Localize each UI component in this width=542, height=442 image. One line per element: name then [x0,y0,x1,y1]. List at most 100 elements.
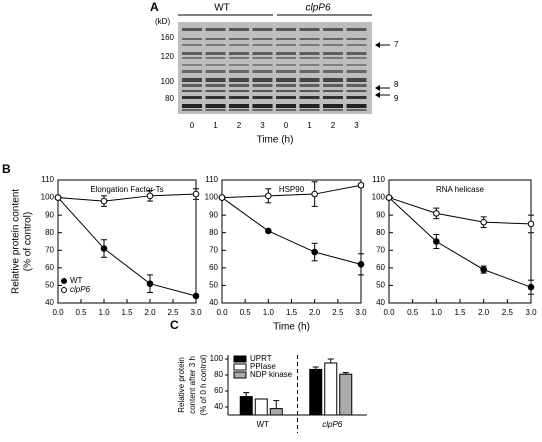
legend-marker [61,287,67,293]
bar [339,373,353,416]
x-tick-label: 2.0 [144,308,156,317]
legend-label: UPRT [250,354,272,363]
gel-band [252,70,273,73]
lane-label: 1 [213,121,218,130]
legend-swatch [233,355,247,363]
y-tick-label: 70 [376,245,385,254]
gel-band [205,109,226,111]
y-tick-label: 70 [45,245,54,254]
gel-band [205,44,226,46]
legend-swatch [233,371,247,379]
y-tick-label: 90 [209,210,218,219]
gel-band [346,104,367,108]
marker-label: 160 [161,33,175,42]
point [480,266,487,273]
gel-band [276,28,296,31]
gel-band [252,96,273,99]
axis-title: Time (h) [257,135,294,146]
series-line [57,193,197,202]
gel-band [252,84,273,87]
arrow-head [375,42,380,48]
gel-band [299,78,320,82]
gel-band [229,70,249,73]
y-tick-label: 60 [209,263,218,272]
gel-band [276,38,296,40]
gel-band [346,44,367,46]
gel-band [182,78,202,82]
gel-band [346,70,367,73]
gel-band [182,57,202,59]
gel-band [205,52,226,55]
gel-band [229,90,249,92]
gel-band [299,38,320,40]
y-tick-label: 80 [209,228,218,237]
gel-band [346,109,367,111]
legend-label: PPIase [250,362,276,371]
x-tick-label: 3.0 [525,308,537,317]
bar [324,362,338,416]
gel-band [182,96,202,99]
marker-label: 100 [161,77,175,86]
gel-band [229,96,249,99]
gel-band [276,84,296,87]
gel-band [299,64,320,66]
y-tick-label: 110 [372,175,385,184]
x-tick-label: clpP6 [322,420,343,429]
legend-swatch [233,363,247,371]
gel-band [346,96,367,99]
axis-title: Relative protein [177,357,186,413]
gel-band [346,84,367,87]
axis-title: Relative protein content [11,189,22,294]
gel-band [252,78,273,82]
gel-band [229,44,249,46]
gel-band [323,38,343,40]
panel-label: A [150,0,159,14]
y-tick-label: 60 [376,263,385,272]
axis-title: (% of control) [23,212,34,271]
point [527,220,535,228]
gel-band [182,70,202,73]
gel-band [229,28,249,31]
arrow-head [375,85,380,91]
arrow-label: 8 [394,80,399,89]
gel-band [229,52,249,55]
gel-band [276,109,296,111]
gel-band [205,70,226,73]
legend-label: clpP6 [70,285,91,294]
gel-band [182,52,202,55]
x-tick-label: 1.0 [431,308,443,317]
y-tick-label: 110 [41,175,54,184]
gel-band [182,84,202,87]
gel-band [346,57,367,59]
gel-band [229,57,249,59]
gel-band [299,96,320,99]
lane-label: 2 [237,121,242,130]
point [146,280,154,287]
point [357,261,365,268]
y-tick-label: 90 [376,210,385,219]
y-tick-label: 60 [214,386,223,395]
lane-label: 3 [354,121,359,130]
legend-label: NDP kinase [250,370,293,379]
marker-label: 80 [165,94,174,103]
gel-band [229,78,249,82]
x-tick-label: 3.0 [190,308,202,317]
gel-band [252,57,273,59]
gel-band [346,52,367,55]
point [100,197,108,205]
chart-title: Elongation Factor-Ts [90,185,163,194]
gel-band [276,57,296,59]
gel-band [252,52,273,55]
bar [309,368,323,416]
gel-band [182,90,202,92]
gel-band [205,104,226,108]
point [357,181,365,189]
y-tick-label: 80 [214,370,223,379]
panel-label: C [170,318,179,332]
gel-band [229,104,249,108]
gel-band [182,28,202,31]
y-tick-label: 40 [376,298,385,307]
x-tick-label: 2.0 [478,308,490,317]
gel-band [229,38,249,40]
